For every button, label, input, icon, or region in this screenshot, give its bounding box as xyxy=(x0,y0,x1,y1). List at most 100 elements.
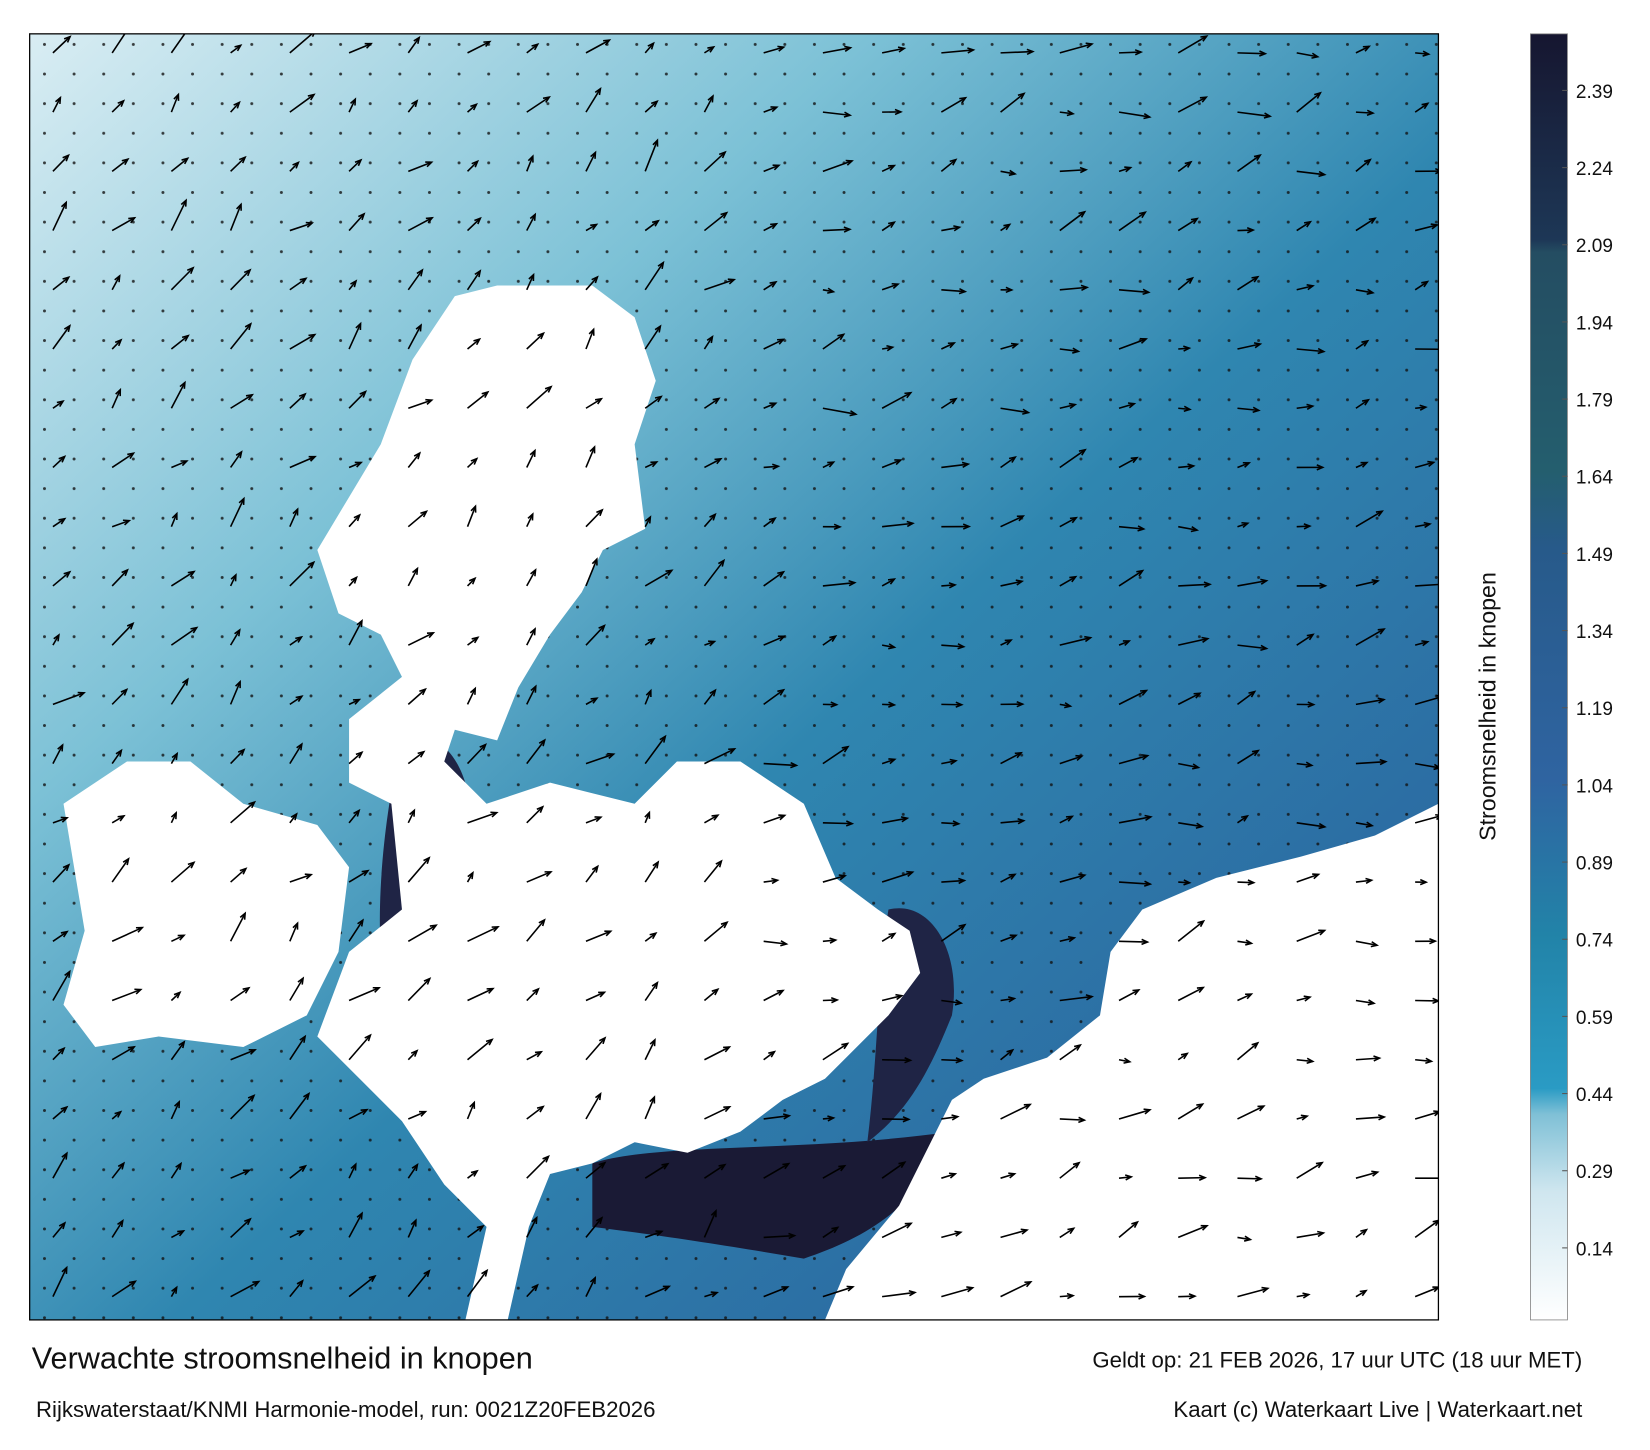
current-arrow xyxy=(822,635,837,646)
arrow-head xyxy=(902,1116,911,1123)
arrow-head xyxy=(58,1221,67,1230)
current-arrow xyxy=(941,879,965,883)
arrow-head xyxy=(54,95,62,105)
arrow-head xyxy=(838,874,848,881)
arrow-head xyxy=(955,701,964,708)
current-arrow xyxy=(467,636,479,646)
current-arrow xyxy=(941,1115,958,1120)
arrow-head xyxy=(412,566,419,575)
current-arrow xyxy=(644,1096,656,1120)
colorbar-tick-label: 0.59 xyxy=(1576,1008,1613,1029)
arrow-head xyxy=(1134,49,1144,56)
arrow-head xyxy=(469,686,477,695)
current-arrow xyxy=(1296,348,1324,353)
arrow-head xyxy=(949,397,958,405)
current-arrow xyxy=(170,678,189,705)
arrow-head xyxy=(57,743,64,752)
current-arrow xyxy=(407,37,420,54)
current-arrow xyxy=(1000,50,1033,54)
current-arrow xyxy=(644,461,658,469)
current-arrow xyxy=(1059,43,1093,54)
current-arrow xyxy=(1296,929,1325,943)
current-arrow xyxy=(1178,762,1199,769)
arrow-head xyxy=(590,697,599,704)
current-arrow xyxy=(52,817,68,824)
arrow-head xyxy=(662,1285,672,1292)
arrow-head xyxy=(357,918,364,927)
arrow-head xyxy=(185,26,190,32)
arrow-head xyxy=(171,1285,178,1294)
arrow-head xyxy=(181,334,190,342)
current-arrow xyxy=(1178,822,1203,828)
current-arrow xyxy=(822,746,849,765)
arrow-head xyxy=(886,345,895,352)
current-arrow xyxy=(822,1226,839,1239)
arrow-head xyxy=(827,287,836,294)
arrow-head xyxy=(248,1048,257,1055)
current-arrow xyxy=(467,40,491,54)
arrow-head xyxy=(1073,1043,1082,1051)
arrow-head xyxy=(770,222,779,230)
arrow-head xyxy=(888,701,897,708)
arrow-head xyxy=(415,323,422,332)
current-arrow xyxy=(111,158,129,172)
arrow-head xyxy=(1187,463,1196,470)
current-arrow xyxy=(644,140,659,172)
arrow-head xyxy=(1251,1041,1260,1049)
arrow-head xyxy=(1078,210,1087,218)
current-arrow xyxy=(585,991,605,1002)
arrow-head xyxy=(295,635,304,643)
current-arrow xyxy=(763,46,784,54)
arrow-head xyxy=(1006,1048,1015,1056)
arrow-head xyxy=(57,1046,66,1055)
arrow-head xyxy=(727,278,737,285)
current-arrow xyxy=(289,1230,304,1239)
arrow-head xyxy=(1377,697,1386,704)
current-arrow xyxy=(111,452,134,469)
current-arrow xyxy=(170,267,194,291)
arrow-head xyxy=(651,980,659,990)
current-arrow xyxy=(703,95,714,113)
arrow-head xyxy=(1137,525,1146,532)
current-arrow xyxy=(763,164,780,173)
arrow-head xyxy=(661,1162,670,1170)
arrow-head xyxy=(827,1115,836,1122)
current-arrow xyxy=(348,391,367,409)
current-arrow xyxy=(230,867,247,883)
current-arrow xyxy=(763,1051,775,1061)
arrow-head xyxy=(843,226,852,233)
current-arrow xyxy=(111,1162,125,1179)
arrow-head xyxy=(652,860,660,869)
current-arrow xyxy=(1000,1173,1015,1179)
arrow-head xyxy=(1142,288,1151,296)
current-arrow xyxy=(1177,692,1201,706)
arrow-head xyxy=(420,510,429,518)
current-arrow xyxy=(585,930,611,943)
arrow-head xyxy=(361,869,370,877)
current-arrow xyxy=(230,1169,250,1179)
arrow-head xyxy=(1067,1227,1076,1235)
arrow-head xyxy=(959,96,968,104)
current-arrow xyxy=(1000,819,1024,824)
current-arrow xyxy=(348,98,357,113)
arrow-head xyxy=(594,86,602,96)
arrow-head xyxy=(589,1275,597,1285)
current-arrow xyxy=(881,1222,912,1239)
arrow-head xyxy=(359,390,368,398)
arrow-head xyxy=(1183,345,1192,352)
arrow-head xyxy=(591,275,599,284)
current-arrow xyxy=(1177,1225,1208,1239)
arrow-head xyxy=(1245,993,1254,1000)
current-arrow xyxy=(1178,637,1208,646)
current-arrow xyxy=(408,161,432,173)
colorbar-tick-label: 1.64 xyxy=(1576,468,1613,489)
arrow-head xyxy=(771,877,780,885)
current-arrow xyxy=(466,458,478,469)
arrow-head xyxy=(544,385,553,393)
current-arrow xyxy=(111,926,143,943)
arrow-head xyxy=(413,35,421,44)
arrow-head xyxy=(236,202,242,211)
arrow-head xyxy=(844,45,853,52)
arrow-head xyxy=(1432,997,1439,1005)
arrow-head xyxy=(594,397,604,405)
